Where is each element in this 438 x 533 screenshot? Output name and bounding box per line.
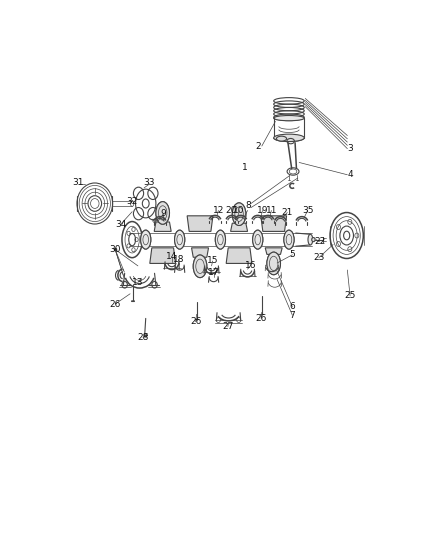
Text: 13: 13 xyxy=(132,278,144,287)
Text: 30: 30 xyxy=(110,245,121,254)
Ellipse shape xyxy=(156,201,170,224)
Text: 35: 35 xyxy=(302,206,314,215)
Text: 3: 3 xyxy=(347,143,353,152)
Ellipse shape xyxy=(215,230,226,249)
Ellipse shape xyxy=(159,206,167,220)
Text: 11: 11 xyxy=(265,206,277,215)
Ellipse shape xyxy=(193,255,207,278)
Text: 32: 32 xyxy=(127,197,138,206)
Polygon shape xyxy=(230,223,247,231)
Ellipse shape xyxy=(235,207,244,221)
Polygon shape xyxy=(261,216,286,231)
Text: 22: 22 xyxy=(314,237,325,246)
Text: 25: 25 xyxy=(344,292,356,300)
Text: 21: 21 xyxy=(282,208,293,217)
Ellipse shape xyxy=(232,203,246,225)
Polygon shape xyxy=(154,222,171,231)
Ellipse shape xyxy=(267,252,280,274)
Text: 16: 16 xyxy=(245,261,257,270)
Text: 26: 26 xyxy=(190,317,201,326)
Polygon shape xyxy=(226,248,252,263)
Polygon shape xyxy=(191,248,208,257)
Text: 7: 7 xyxy=(290,311,295,320)
Text: 28: 28 xyxy=(138,333,148,342)
Text: 23: 23 xyxy=(313,253,325,262)
Text: 19: 19 xyxy=(257,206,268,215)
Text: 27: 27 xyxy=(222,322,233,331)
Polygon shape xyxy=(150,248,176,263)
Text: 18: 18 xyxy=(173,255,184,264)
Ellipse shape xyxy=(284,230,294,249)
Text: 2: 2 xyxy=(256,142,261,150)
Ellipse shape xyxy=(284,230,294,249)
Ellipse shape xyxy=(141,230,151,249)
Text: 12: 12 xyxy=(213,206,224,215)
Text: 1: 1 xyxy=(242,163,248,172)
Text: 26: 26 xyxy=(255,314,267,323)
Text: 17: 17 xyxy=(208,268,219,277)
Ellipse shape xyxy=(193,255,207,278)
Text: 8: 8 xyxy=(245,201,251,210)
Ellipse shape xyxy=(269,256,278,271)
Ellipse shape xyxy=(267,252,280,274)
Ellipse shape xyxy=(276,136,286,141)
Text: 20: 20 xyxy=(225,206,236,215)
Ellipse shape xyxy=(274,134,304,142)
Ellipse shape xyxy=(175,230,185,249)
Ellipse shape xyxy=(274,116,304,121)
Text: 26: 26 xyxy=(110,300,121,309)
Text: 14: 14 xyxy=(166,252,177,261)
Text: 5: 5 xyxy=(290,251,295,259)
Text: 31: 31 xyxy=(72,179,84,188)
Ellipse shape xyxy=(141,230,151,249)
Polygon shape xyxy=(279,136,292,140)
Ellipse shape xyxy=(308,235,313,245)
Polygon shape xyxy=(187,216,213,231)
Polygon shape xyxy=(265,248,282,254)
Ellipse shape xyxy=(232,203,246,225)
Ellipse shape xyxy=(156,201,170,224)
Text: 4: 4 xyxy=(347,170,353,179)
Ellipse shape xyxy=(196,259,204,273)
Text: 34: 34 xyxy=(115,220,127,229)
Ellipse shape xyxy=(175,230,185,249)
Text: 15: 15 xyxy=(207,256,219,265)
Text: 9: 9 xyxy=(160,209,166,218)
Ellipse shape xyxy=(253,230,263,249)
Text: 33: 33 xyxy=(143,179,155,188)
Ellipse shape xyxy=(253,230,263,249)
Text: 10: 10 xyxy=(233,206,245,215)
Ellipse shape xyxy=(215,230,226,249)
Ellipse shape xyxy=(312,238,315,241)
Text: 6: 6 xyxy=(290,302,295,311)
